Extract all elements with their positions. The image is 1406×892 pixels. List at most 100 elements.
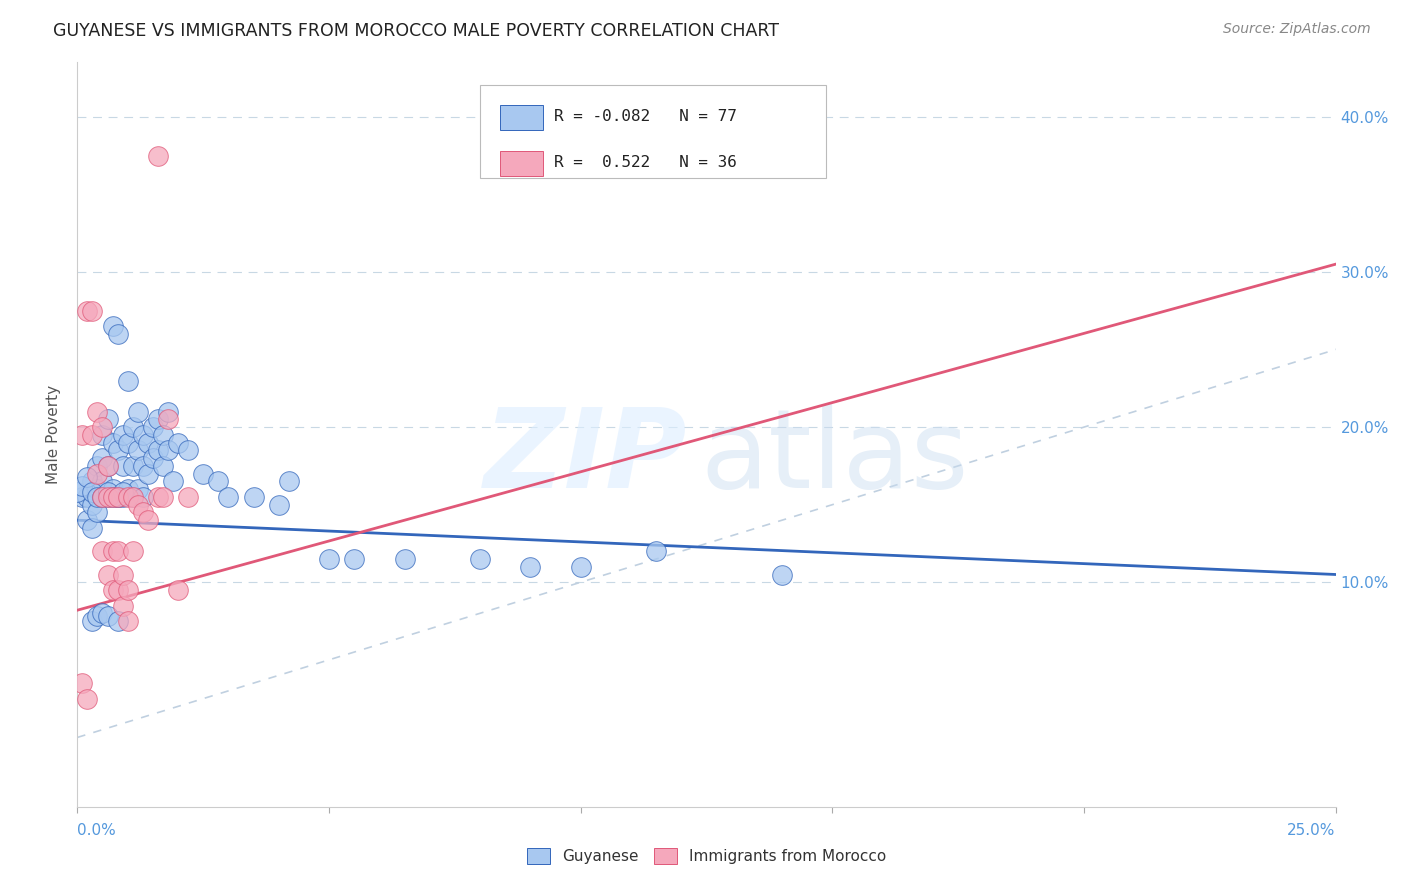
Point — [86, 490, 108, 504]
Point — [76, 490, 98, 504]
Point — [107, 326, 129, 341]
Point — [107, 490, 129, 504]
Point — [96, 458, 118, 473]
Point — [156, 404, 179, 418]
Point — [117, 435, 139, 450]
Point — [394, 552, 416, 566]
Point — [207, 475, 229, 489]
Point — [136, 467, 159, 481]
Point — [91, 451, 114, 466]
Point — [152, 428, 174, 442]
Point — [91, 490, 114, 504]
Point — [91, 420, 114, 434]
Point — [76, 469, 98, 483]
Point — [76, 303, 98, 318]
FancyBboxPatch shape — [479, 85, 827, 178]
Point — [343, 552, 366, 566]
Point — [117, 482, 139, 496]
Point — [72, 490, 94, 504]
Point — [127, 443, 149, 458]
Point — [142, 451, 165, 466]
Point — [91, 607, 114, 621]
Point — [117, 374, 139, 388]
Point — [82, 303, 104, 318]
Point — [101, 490, 124, 504]
Point — [117, 490, 139, 504]
Text: GUYANESE VS IMMIGRANTS FROM MOROCCO MALE POVERTY CORRELATION CHART: GUYANESE VS IMMIGRANTS FROM MOROCCO MALE… — [53, 22, 779, 40]
Point — [82, 428, 104, 442]
Point — [132, 490, 155, 504]
FancyBboxPatch shape — [501, 105, 543, 130]
Point — [82, 521, 104, 535]
Point — [127, 404, 149, 418]
Point — [519, 559, 541, 574]
Point — [770, 567, 793, 582]
Point — [277, 475, 299, 489]
Point — [468, 552, 491, 566]
Point — [86, 404, 108, 418]
Point — [76, 691, 98, 706]
Point — [107, 490, 129, 504]
Point — [242, 490, 264, 504]
Point — [111, 428, 134, 442]
Point — [82, 614, 104, 628]
Point — [117, 614, 139, 628]
Point — [152, 490, 174, 504]
Point — [96, 609, 118, 624]
Point — [72, 676, 94, 690]
Text: Source: ZipAtlas.com: Source: ZipAtlas.com — [1223, 22, 1371, 37]
Point — [76, 513, 98, 527]
Point — [101, 319, 124, 334]
Point — [117, 582, 139, 597]
Point — [132, 458, 155, 473]
Point — [82, 475, 104, 489]
Point — [82, 498, 104, 512]
Point — [111, 490, 134, 504]
Point — [177, 443, 200, 458]
Point — [86, 482, 108, 496]
Point — [107, 490, 129, 504]
Text: 0.0%: 0.0% — [77, 822, 117, 838]
Point — [146, 412, 169, 426]
Text: atlas: atlas — [700, 404, 969, 511]
Point — [107, 582, 129, 597]
Point — [111, 458, 134, 473]
Point — [111, 599, 134, 613]
Point — [142, 420, 165, 434]
Point — [177, 490, 200, 504]
Point — [82, 485, 104, 500]
Point — [66, 485, 89, 500]
Point — [121, 420, 143, 434]
Point — [86, 467, 108, 481]
Text: ZIP: ZIP — [484, 404, 688, 511]
Point — [101, 482, 124, 496]
Point — [136, 513, 159, 527]
Point — [162, 475, 184, 489]
Point — [121, 458, 143, 473]
Point — [645, 544, 668, 558]
Point — [101, 490, 124, 504]
Text: 25.0%: 25.0% — [1288, 822, 1336, 838]
Point — [101, 582, 124, 597]
Point — [111, 485, 134, 500]
Point — [91, 544, 114, 558]
Point — [91, 490, 114, 504]
Point — [217, 490, 239, 504]
Point — [318, 552, 340, 566]
Point — [127, 482, 149, 496]
Point — [96, 485, 118, 500]
Point — [96, 567, 118, 582]
Point — [86, 609, 108, 624]
FancyBboxPatch shape — [501, 151, 543, 177]
Point — [156, 443, 179, 458]
Point — [132, 428, 155, 442]
Point — [96, 412, 118, 426]
Point — [107, 443, 129, 458]
Point — [146, 148, 169, 162]
Point — [107, 614, 129, 628]
Point — [91, 428, 114, 442]
Point — [101, 435, 124, 450]
Point — [72, 428, 94, 442]
Point — [121, 490, 143, 504]
Text: R =  0.522   N = 36: R = 0.522 N = 36 — [554, 155, 737, 170]
